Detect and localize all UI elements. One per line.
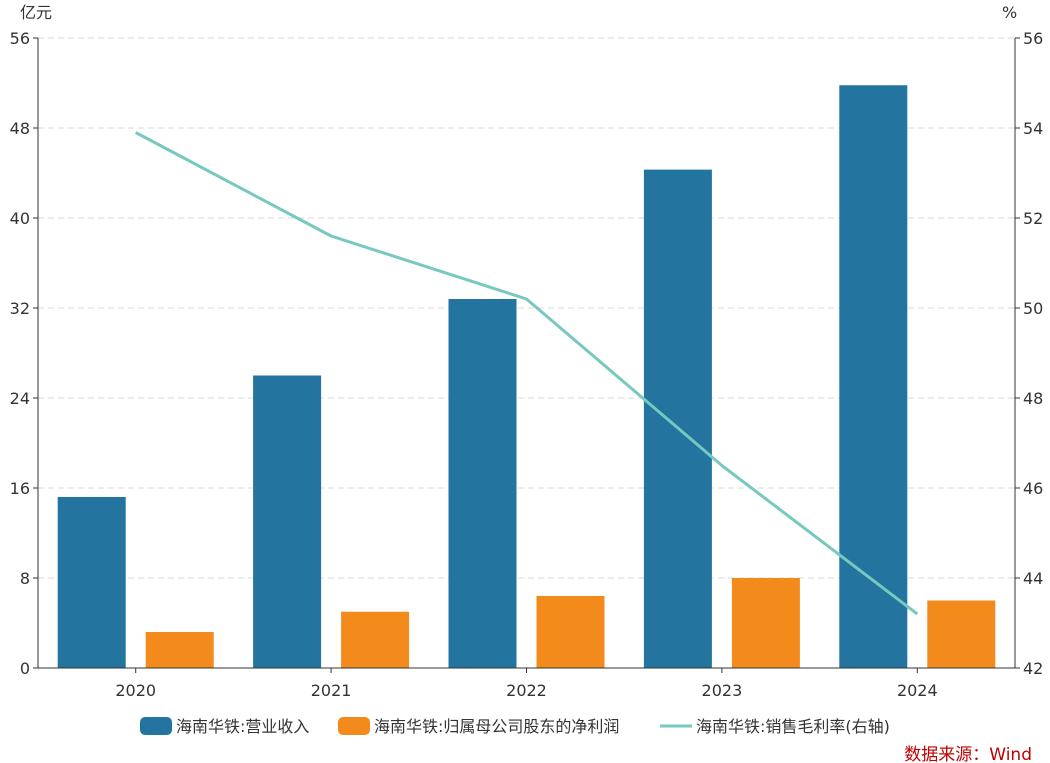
legend-label: 海南华铁:归属母公司股东的净利润 (374, 717, 619, 736)
legend-label: 海南华铁:销售毛利率(右轴) (696, 717, 890, 736)
left-axis-tick-label: 56 (10, 29, 30, 48)
left-axis-tick-label: 16 (10, 479, 30, 498)
right-axis-tick-label: 52 (1023, 209, 1043, 228)
axes: 0 8 16 24 32 40 48 56 42 44 46 48 50 52 54 56 2020 2021 20… (10, 29, 1044, 700)
right-axis-tick-label: 56 (1023, 29, 1043, 48)
right-axis-tick-label: 54 (1023, 119, 1043, 138)
left-axis-tick-label: 48 (10, 119, 30, 138)
left-axis-tick-label: 24 (10, 389, 30, 408)
bars (57, 85, 996, 668)
bar-revenue-2020 (57, 497, 126, 668)
legend-swatch-bar (140, 717, 172, 735)
source-note: 数据来源：Wind (904, 745, 1032, 763)
legend-swatch-bar (338, 717, 370, 735)
left-axis-tick-label: 40 (10, 209, 30, 228)
bar-revenue-2022 (448, 299, 517, 668)
legend: 海南华铁:营业收入 海南华铁:归属母公司股东的净利润 海南华铁:销售毛利率(右轴) (140, 717, 890, 736)
bar-net-profit-2022 (536, 596, 605, 668)
bar-net-profit-2023 (731, 578, 800, 668)
x-axis-tick-label: 2022 (506, 681, 547, 700)
left-axis-tick-label: 0 (20, 659, 30, 678)
bar-net-profit-2024 (927, 600, 996, 668)
x-axis-tick-label: 2020 (115, 681, 156, 700)
left-axis-tick-label: 8 (20, 569, 30, 588)
bar-revenue-2021 (253, 375, 322, 668)
line-gross-margin (134, 131, 919, 616)
x-axis-tick-label: 2024 (897, 681, 938, 700)
left-axis-unit: 亿元 (20, 3, 52, 22)
right-axis-tick-label: 50 (1023, 299, 1043, 318)
bar-revenue-2024 (839, 85, 908, 668)
right-axis-tick-label: 42 (1023, 659, 1043, 678)
bar-net-profit-2020 (145, 632, 214, 668)
right-axis-tick-label: 46 (1023, 479, 1043, 498)
right-axis-unit: % (1002, 3, 1017, 22)
x-axis-tick-label: 2023 (702, 681, 743, 700)
x-axis-tick-label: 2021 (311, 681, 352, 700)
margin-line (134, 131, 919, 616)
legend-label: 海南华铁:营业收入 (176, 717, 309, 736)
right-axis-tick-label: 48 (1023, 389, 1043, 408)
left-axis-tick-label: 32 (10, 299, 30, 318)
bar-net-profit-2021 (341, 611, 410, 668)
bar-revenue-2023 (643, 169, 712, 668)
right-axis-tick-label: 44 (1023, 569, 1043, 588)
